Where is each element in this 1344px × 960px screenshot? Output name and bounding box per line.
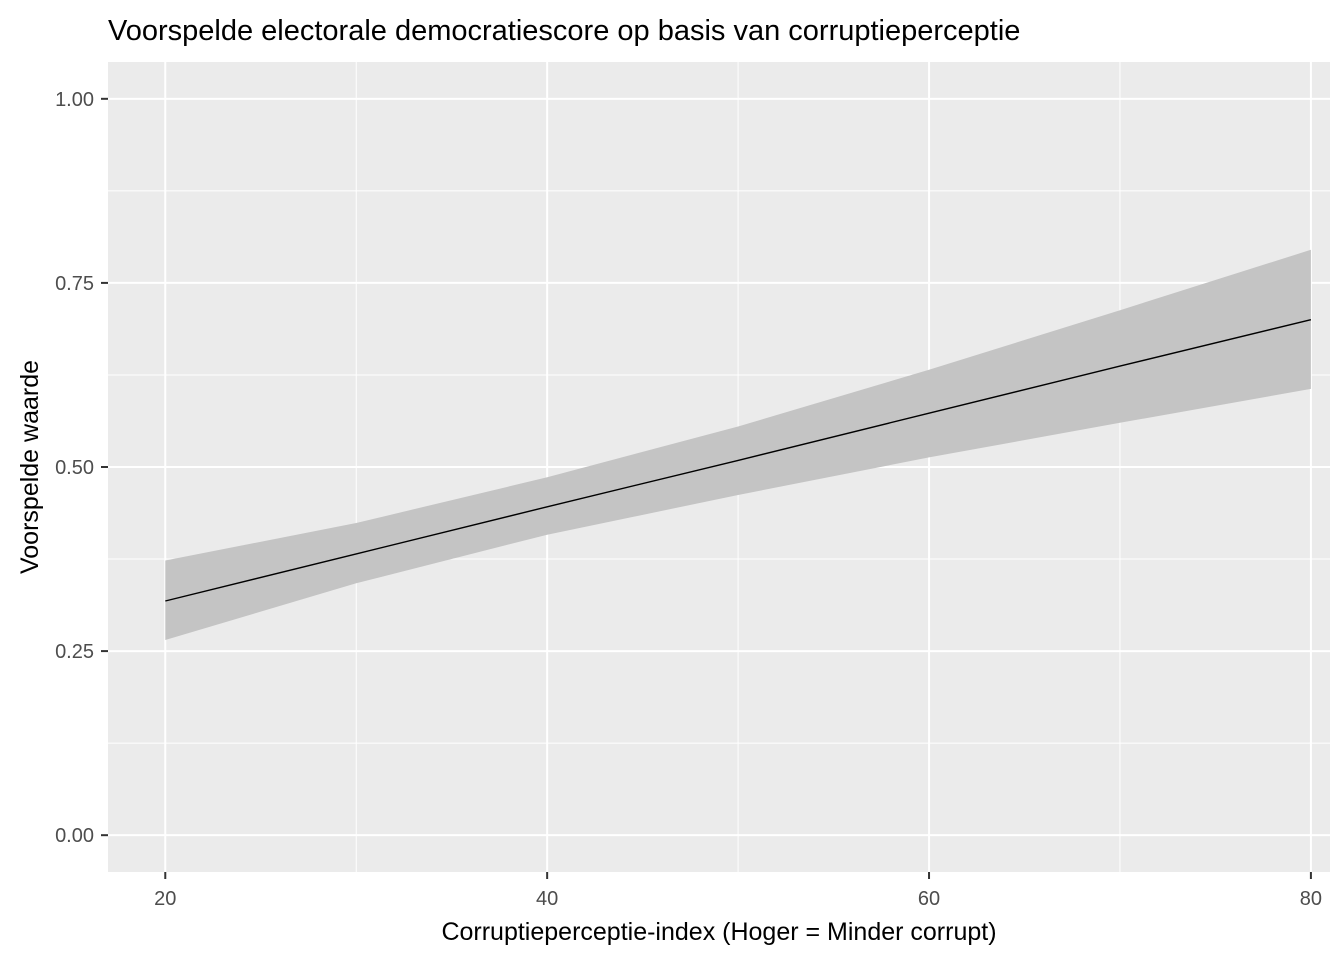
y-tick-label: 0.00 [55,825,94,847]
y-tick-label: 0.75 [55,273,94,295]
x-axis: 20 40 60 80 [154,872,1322,910]
confidence-ribbon [165,249,1311,641]
y-axis-title: Voorspelde waarde [16,360,44,574]
x-tick-label: 60 [918,888,940,910]
y-tick-label: 1.00 [55,89,94,111]
fit-line-layer [165,319,1312,602]
y-tick-label: 0.25 [55,641,94,663]
chart-title: Voorspelde electorale democratiescore op… [108,15,1020,47]
y-tick-label: 0.50 [55,457,94,479]
confidence-ribbon-layer [165,249,1311,641]
x-tick-label: 20 [154,888,176,910]
fit-line [165,319,1312,602]
y-axis: 0.00 0.25 0.50 0.75 1.00 [55,89,108,847]
x-tick-label: 80 [1300,888,1322,910]
x-tick-label: 40 [536,888,558,910]
x-axis-title: Corruptieperceptie-index (Hoger = Minder… [441,918,996,946]
